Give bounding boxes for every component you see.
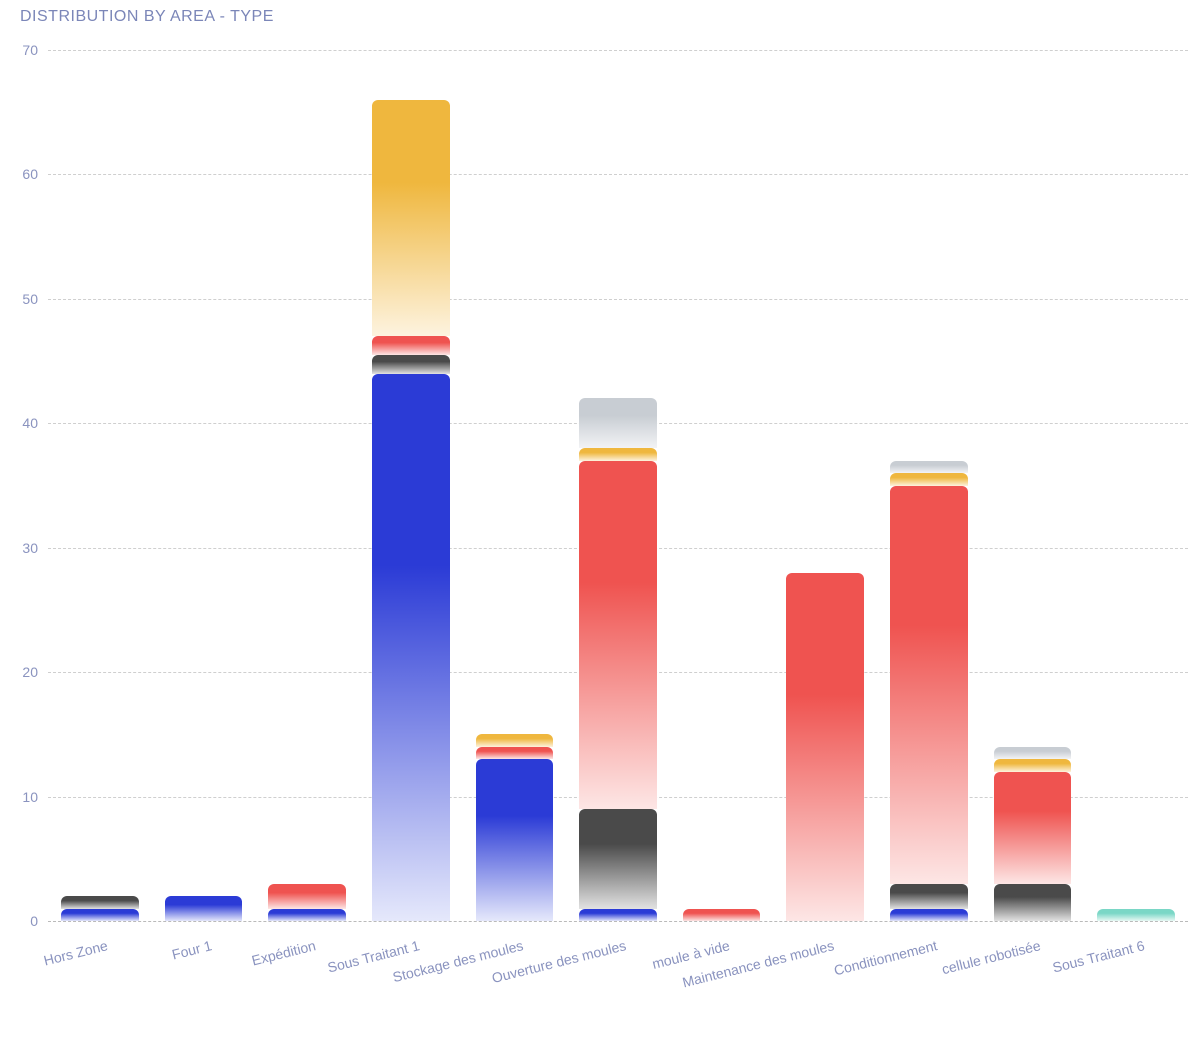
bar-segment-dark[interactable] [890, 884, 968, 909]
bar-segment-dark[interactable] [372, 355, 450, 374]
bar-segment-yellow[interactable] [890, 473, 968, 485]
bar-group[interactable] [165, 50, 243, 921]
bar-group[interactable] [786, 50, 864, 921]
bar-segment-blue[interactable] [165, 896, 243, 921]
x-tick-label: Four 1 [170, 937, 213, 962]
bar-segment-blue[interactable] [890, 909, 968, 921]
bar-group[interactable] [268, 50, 346, 921]
bar-segment-red[interactable] [579, 461, 657, 809]
bar-segment-red[interactable] [786, 573, 864, 921]
bar-segment-blue[interactable] [372, 374, 450, 921]
y-tick-label: 50 [0, 291, 38, 307]
bar-segment-silver[interactable] [890, 461, 968, 473]
bars-layer [48, 50, 1188, 921]
bar-segment-red[interactable] [476, 747, 554, 759]
bar-group[interactable] [994, 50, 1072, 921]
bar-segment-red[interactable] [890, 486, 968, 884]
bar-segment-dark[interactable] [994, 884, 1072, 921]
x-tick-label: Conditionnement [832, 937, 939, 978]
bar-segment-blue[interactable] [268, 909, 346, 921]
bar-segment-silver[interactable] [579, 398, 657, 448]
bar-segment-yellow[interactable] [476, 734, 554, 746]
y-tick-label: 60 [0, 166, 38, 182]
bar-group[interactable] [372, 50, 450, 921]
baseline [48, 921, 1188, 922]
y-tick-label: 30 [0, 540, 38, 556]
bar-group[interactable] [1097, 50, 1175, 921]
x-tick-label: Hors Zone [42, 937, 109, 968]
y-tick-label: 0 [0, 913, 38, 929]
y-tick-label: 70 [0, 42, 38, 58]
y-tick-label: 10 [0, 789, 38, 805]
chart-title: DISTRIBUTION BY AREA - TYPE [20, 8, 274, 26]
bar-group[interactable] [61, 50, 139, 921]
bar-segment-silver[interactable] [994, 747, 1072, 759]
bar-segment-yellow[interactable] [372, 100, 450, 336]
bar-segment-red[interactable] [372, 336, 450, 355]
bar-group[interactable] [476, 50, 554, 921]
bar-segment-dark[interactable] [579, 809, 657, 909]
bar-segment-dark[interactable] [61, 896, 139, 908]
x-axis: Hors ZoneFour 1ExpéditionSous Traitant 1… [48, 931, 1188, 1041]
y-tick-label: 40 [0, 415, 38, 431]
bar-segment-blue[interactable] [61, 909, 139, 921]
bar-segment-red[interactable] [268, 884, 346, 909]
bar-segment-teal[interactable] [1097, 909, 1175, 921]
x-tick-label: cellule robotisée [940, 937, 1042, 977]
bar-segment-blue[interactable] [476, 759, 554, 921]
plot-area [48, 50, 1188, 921]
bar-segment-yellow[interactable] [579, 448, 657, 460]
bar-group[interactable] [890, 50, 968, 921]
chart-container: DISTRIBUTION BY AREA - TYPE Hors Zone Fou… [0, 0, 1198, 1031]
x-tick-label: Sous Traitant 6 [1051, 937, 1146, 975]
x-tick-label: Expédition [250, 937, 317, 968]
bar-segment-blue[interactable] [579, 909, 657, 921]
y-tick-label: 20 [0, 664, 38, 680]
bar-group[interactable] [683, 50, 761, 921]
bar-segment-yellow[interactable] [994, 759, 1072, 771]
bar-group[interactable] [579, 50, 657, 921]
bar-segment-red[interactable] [994, 772, 1072, 884]
bar-segment-red[interactable] [683, 909, 761, 921]
